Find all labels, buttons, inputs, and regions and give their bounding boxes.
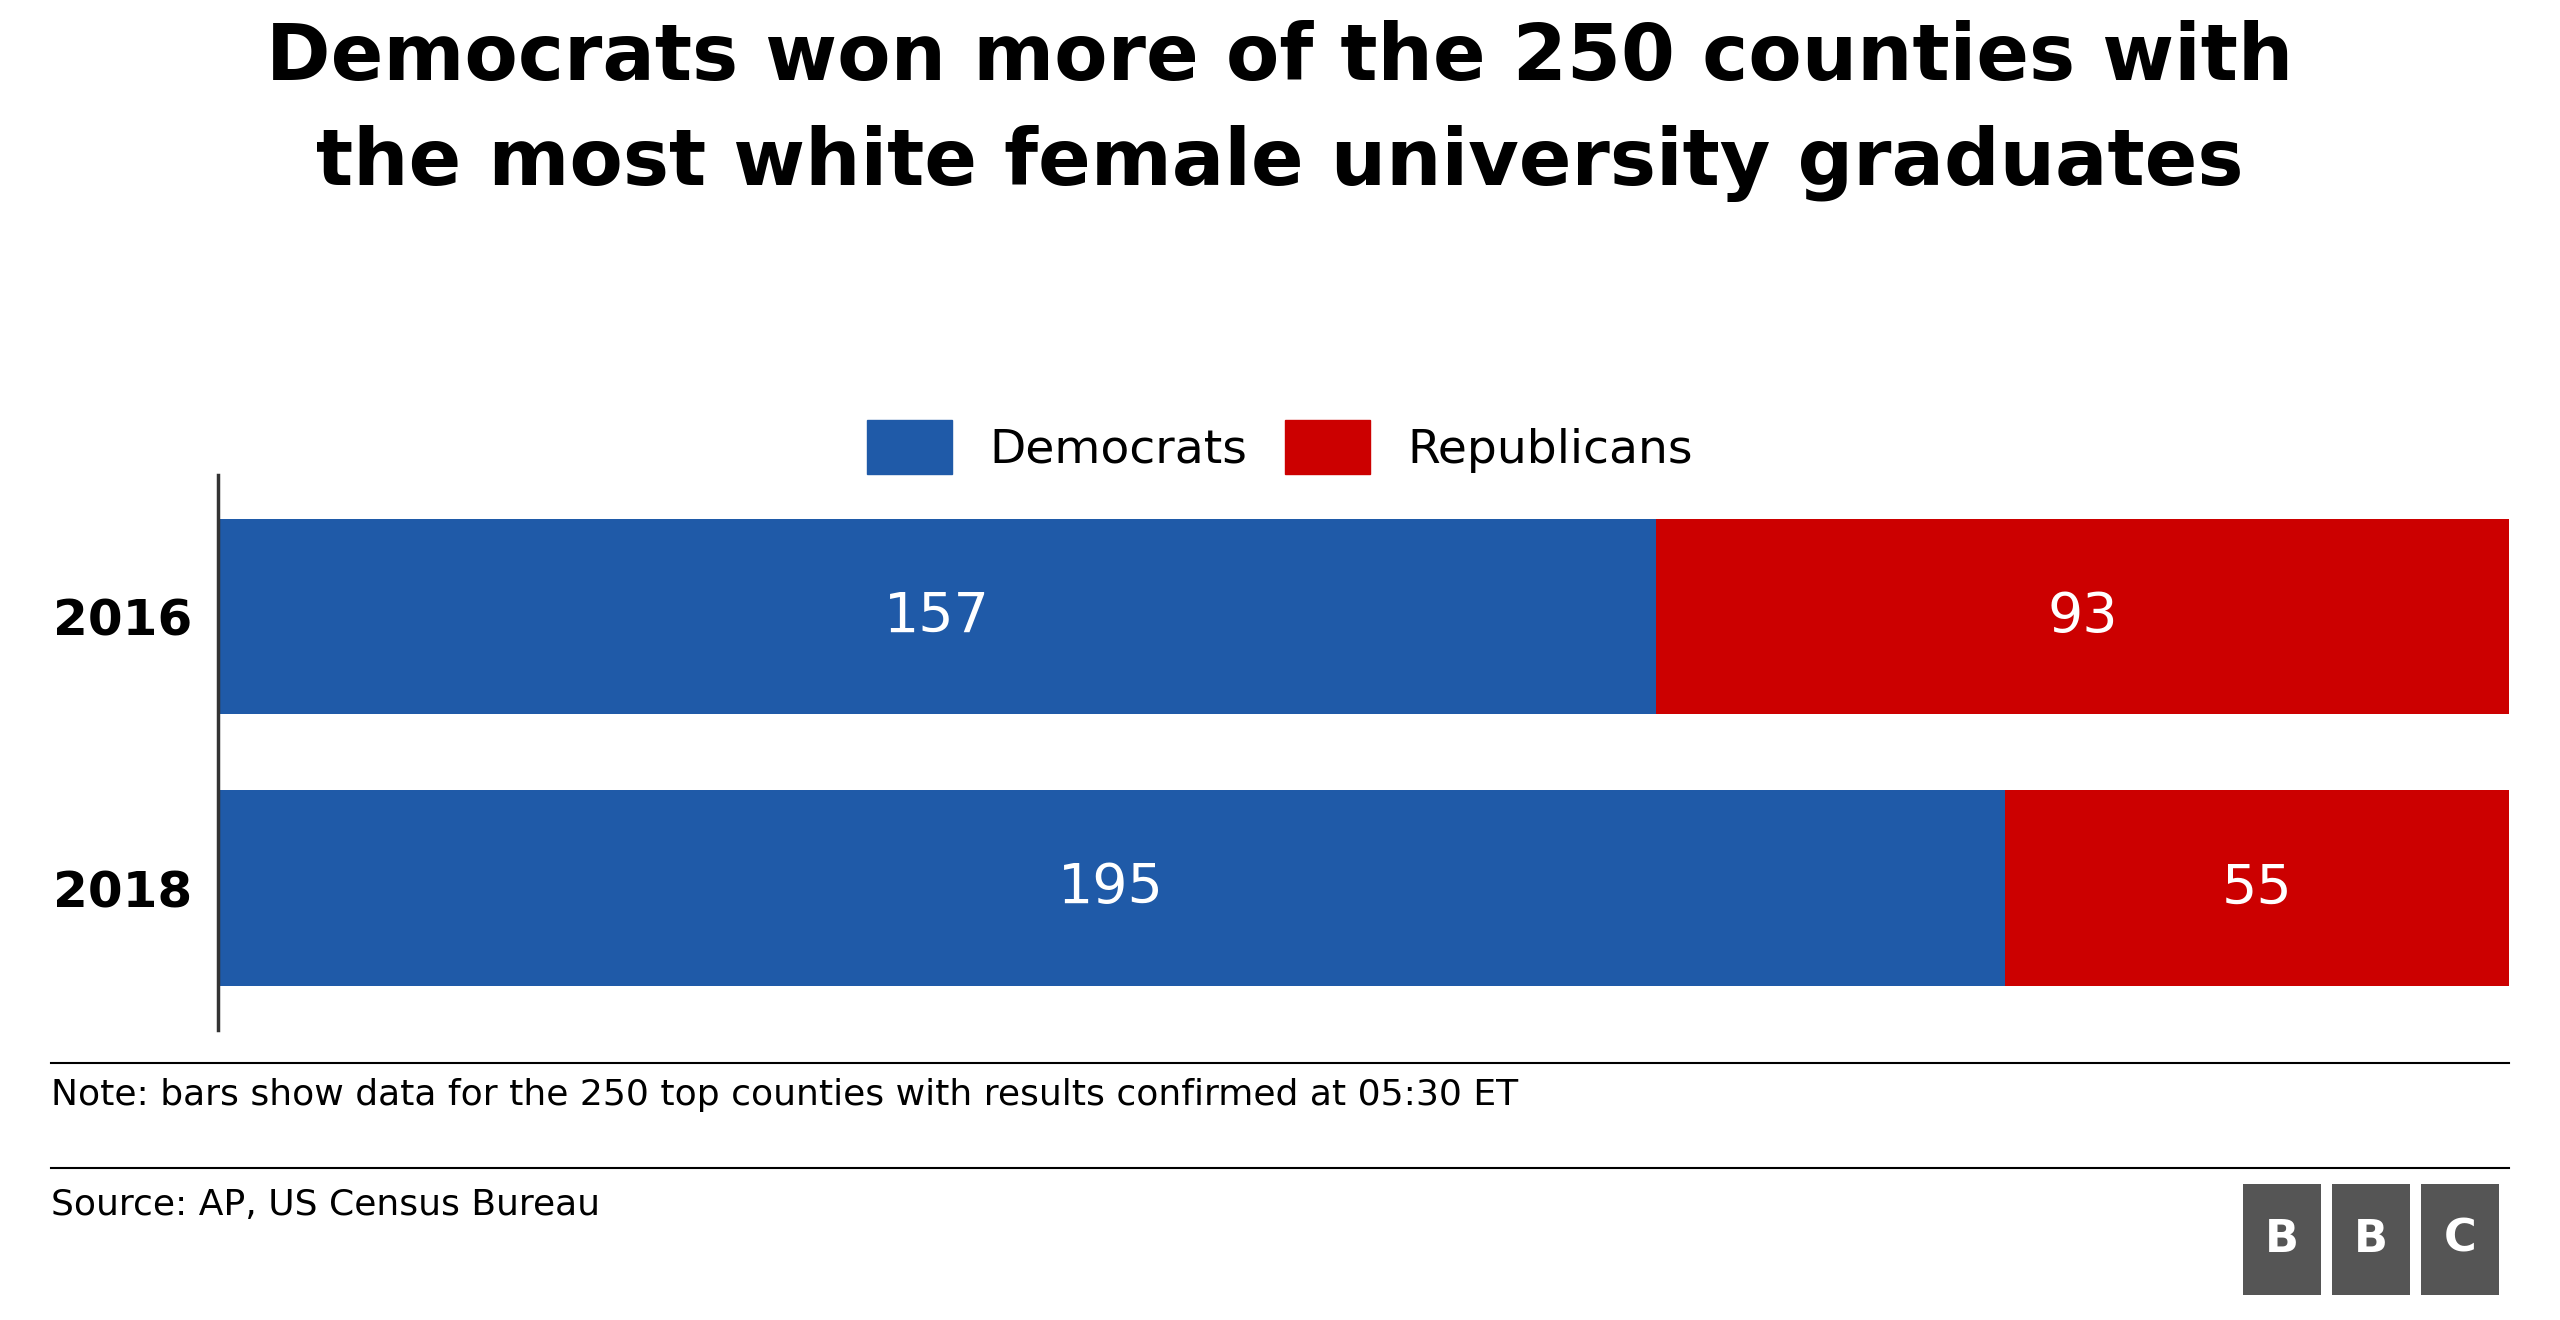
Text: B: B bbox=[2266, 1218, 2299, 1261]
Text: 93: 93 bbox=[2048, 590, 2117, 644]
Bar bbox=[218, 519, 1656, 714]
FancyBboxPatch shape bbox=[2332, 1184, 2409, 1295]
Text: 157: 157 bbox=[883, 590, 991, 644]
FancyBboxPatch shape bbox=[2422, 1184, 2499, 1295]
Bar bbox=[1656, 519, 2509, 714]
Text: B: B bbox=[2355, 1218, 2388, 1261]
Text: C: C bbox=[2445, 1218, 2476, 1261]
FancyBboxPatch shape bbox=[2243, 1184, 2322, 1295]
Text: 195: 195 bbox=[1057, 861, 1165, 915]
Legend: Democrats, Republicans: Democrats, Republicans bbox=[868, 420, 1692, 474]
Text: Democrats won more of the 250 counties with: Democrats won more of the 250 counties w… bbox=[266, 20, 2294, 96]
Text: Note: bars show data for the 250 top counties with results confirmed at 05:30 ET: Note: bars show data for the 250 top cou… bbox=[51, 1078, 1518, 1113]
Bar bbox=[218, 791, 2004, 986]
Bar bbox=[2004, 791, 2509, 986]
Text: 55: 55 bbox=[2222, 861, 2291, 915]
Text: the most white female university graduates: the most white female university graduat… bbox=[317, 125, 2243, 202]
Text: Source: AP, US Census Bureau: Source: AP, US Census Bureau bbox=[51, 1188, 599, 1222]
